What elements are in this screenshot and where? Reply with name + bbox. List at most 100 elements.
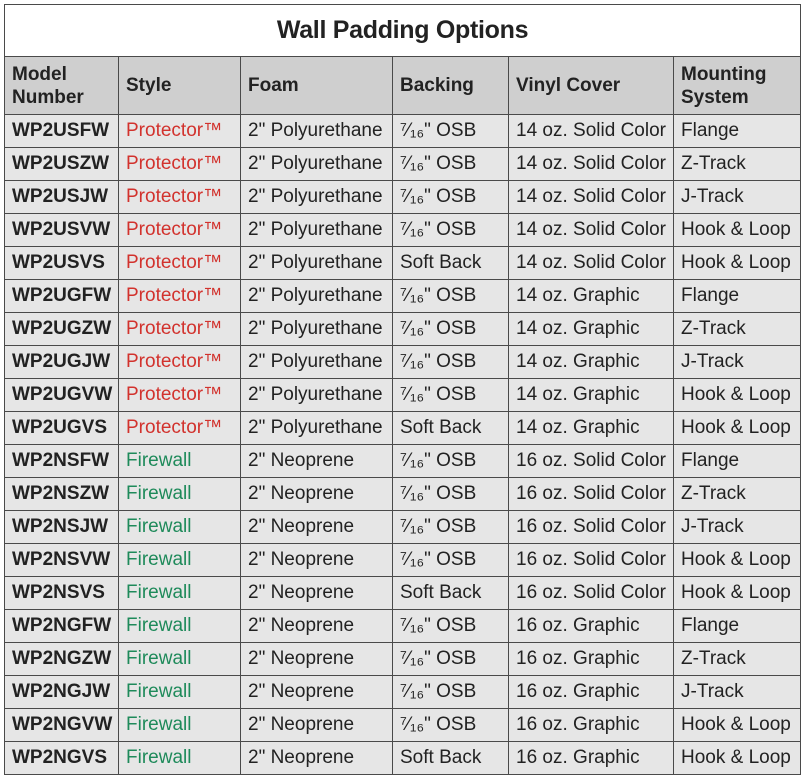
cell-mounting-system: Hook & Loop [672,411,802,445]
column-header-mounting-system: Mounting System [672,56,802,115]
cell-vinyl-cover: 16 oz. Solid Color [508,477,674,511]
cell-backing: ⁷⁄₁₆" OSB [392,180,509,214]
table-row: WP2NGVW Firewall 2" Neoprene ⁷⁄₁₆" OSB 16 oz… [4,708,802,742]
cell-vinyl-cover: 16 oz. Graphic [508,741,674,775]
cell-model-number: WP2USFW [4,114,119,148]
table-row: WP2NSVS Firewall 2" Neoprene Soft Back 16 oz… [4,576,802,610]
cell-backing: Soft Back [392,246,509,280]
cell-foam: 2" Neoprene [240,741,393,775]
cell-model-number: WP2NSVS [4,576,119,610]
cell-foam: 2" Neoprene [240,675,393,709]
cell-foam: 2" Polyurethane [240,378,393,412]
cell-foam: 2" Neoprene [240,642,393,676]
cell-vinyl-cover: 16 oz. Solid Color [508,576,674,610]
cell-mounting-system: Z-Track [672,477,802,511]
table-row: WP2USZW Protector™ 2" Polyurethane ⁷⁄₁₆" OS… [4,147,802,181]
cell-model-number: WP2UGFW [4,279,119,313]
cell-vinyl-cover: 14 oz. Solid Color [508,114,674,148]
cell-style: Protector™ [118,312,241,346]
cell-foam: 2" Polyurethane [240,147,393,181]
cell-model-number: WP2UGZW [4,312,119,346]
cell-foam: 2" Polyurethane [240,279,393,313]
cell-foam: 2" Neoprene [240,444,393,478]
cell-style: Protector™ [118,147,241,181]
cell-mounting-system: Hook & Loop [672,576,802,610]
cell-foam: 2" Polyurethane [240,345,393,379]
cell-model-number: WP2NSVW [4,543,119,577]
table-title: Wall Padding Options [3,4,802,57]
cell-vinyl-cover: 16 oz. Graphic [508,609,674,643]
cell-mounting-system: Hook & Loop [672,708,802,742]
cell-mounting-system: J-Track [672,345,802,379]
cell-model-number: WP2NGVW [4,708,119,742]
cell-mounting-system: Flange [672,444,802,478]
cell-style: Firewall [118,510,241,544]
column-header-style: Style [118,56,241,115]
cell-backing: Soft Back [392,741,509,775]
table-row: WP2UGJW Protector™ 2" Polyurethane ⁷⁄₁₆" OS… [4,345,802,379]
cell-model-number: WP2USJW [4,180,119,214]
cell-model-number: WP2USVW [4,213,119,247]
column-header-foam: Foam [240,56,393,115]
cell-mounting-system: Flange [672,279,802,313]
cell-backing: ⁷⁄₁₆" OSB [392,279,509,313]
cell-backing: Soft Back [392,411,509,445]
cell-vinyl-cover: 14 oz. Solid Color [508,213,674,247]
cell-vinyl-cover: 14 oz. Graphic [508,378,674,412]
cell-mounting-system: Hook & Loop [672,213,802,247]
cell-mounting-system: Hook & Loop [672,246,802,280]
cell-backing: ⁷⁄₁₆" OSB [392,213,509,247]
cell-foam: 2" Neoprene [240,510,393,544]
cell-mounting-system: Z-Track [672,642,802,676]
table-row: WP2UGVW Protector™ 2" Polyurethane ⁷⁄₁₆" OS… [4,378,802,412]
table-row: WP2UGFW Protector™ 2" Polyurethane ⁷⁄₁₆" OS… [4,279,802,313]
cell-style: Protector™ [118,246,241,280]
cell-backing: ⁷⁄₁₆" OSB [392,510,509,544]
table-body: WP2USFW Protector™ 2" Polyurethane ⁷⁄₁₆" OS… [4,114,802,775]
cell-backing: ⁷⁄₁₆" OSB [392,642,509,676]
column-header-model-number: Model Number [4,56,119,115]
column-header-backing: Backing [392,56,509,115]
cell-backing: ⁷⁄₁₆" OSB [392,114,509,148]
cell-vinyl-cover: 16 oz. Graphic [508,708,674,742]
cell-vinyl-cover: 16 oz. Solid Color [508,543,674,577]
cell-style: Firewall [118,576,241,610]
header-row: Model Number Style Foam Backing Vinyl Cover M… [4,56,802,115]
table-row: WP2NGFW Firewall 2" Neoprene ⁷⁄₁₆" OSB 16 oz… [4,609,802,643]
cell-backing: ⁷⁄₁₆" OSB [392,609,509,643]
cell-model-number: WP2USVS [4,246,119,280]
cell-foam: 2" Neoprene [240,543,393,577]
cell-style: Protector™ [118,114,241,148]
cell-foam: 2" Neoprene [240,477,393,511]
cell-mounting-system: Z-Track [672,147,802,181]
cell-style: Firewall [118,675,241,709]
cell-backing: Soft Back [392,576,509,610]
table-row: WP2UGVS Protector™ 2" Polyurethane Soft Bac… [4,411,802,445]
cell-backing: ⁷⁄₁₆" OSB [392,708,509,742]
cell-model-number: WP2NGFW [4,609,119,643]
cell-foam: 2" Neoprene [240,576,393,610]
table-row: WP2USVS Protector™ 2" Polyurethane Soft Bac… [4,246,802,280]
cell-model-number: WP2NSJW [4,510,119,544]
cell-mounting-system: Hook & Loop [672,378,802,412]
cell-mounting-system: Hook & Loop [672,741,802,775]
column-header-vinyl-cover: Vinyl Cover [508,56,674,115]
cell-style: Firewall [118,444,241,478]
cell-style: Protector™ [118,378,241,412]
cell-vinyl-cover: 14 oz. Solid Color [508,147,674,181]
cell-style: Protector™ [118,345,241,379]
cell-vinyl-cover: 16 oz. Graphic [508,642,674,676]
cell-style: Firewall [118,642,241,676]
cell-vinyl-cover: 14 oz. Solid Color [508,180,674,214]
cell-vinyl-cover: 14 oz. Graphic [508,345,674,379]
cell-style: Firewall [118,477,241,511]
table-row: WP2NSJW Firewall 2" Neoprene ⁷⁄₁₆" OSB 16 oz… [4,510,802,544]
cell-model-number: WP2UGVW [4,378,119,412]
table-row: WP2NGJW Firewall 2" Neoprene ⁷⁄₁₆" OSB 16 oz… [4,675,802,709]
cell-foam: 2" Neoprene [240,609,393,643]
cell-backing: ⁷⁄₁₆" OSB [392,477,509,511]
cell-vinyl-cover: 14 oz. Graphic [508,312,674,346]
cell-backing: ⁷⁄₁₆" OSB [392,543,509,577]
cell-backing: ⁷⁄₁₆" OSB [392,675,509,709]
cell-backing: ⁷⁄₁₆" OSB [392,378,509,412]
